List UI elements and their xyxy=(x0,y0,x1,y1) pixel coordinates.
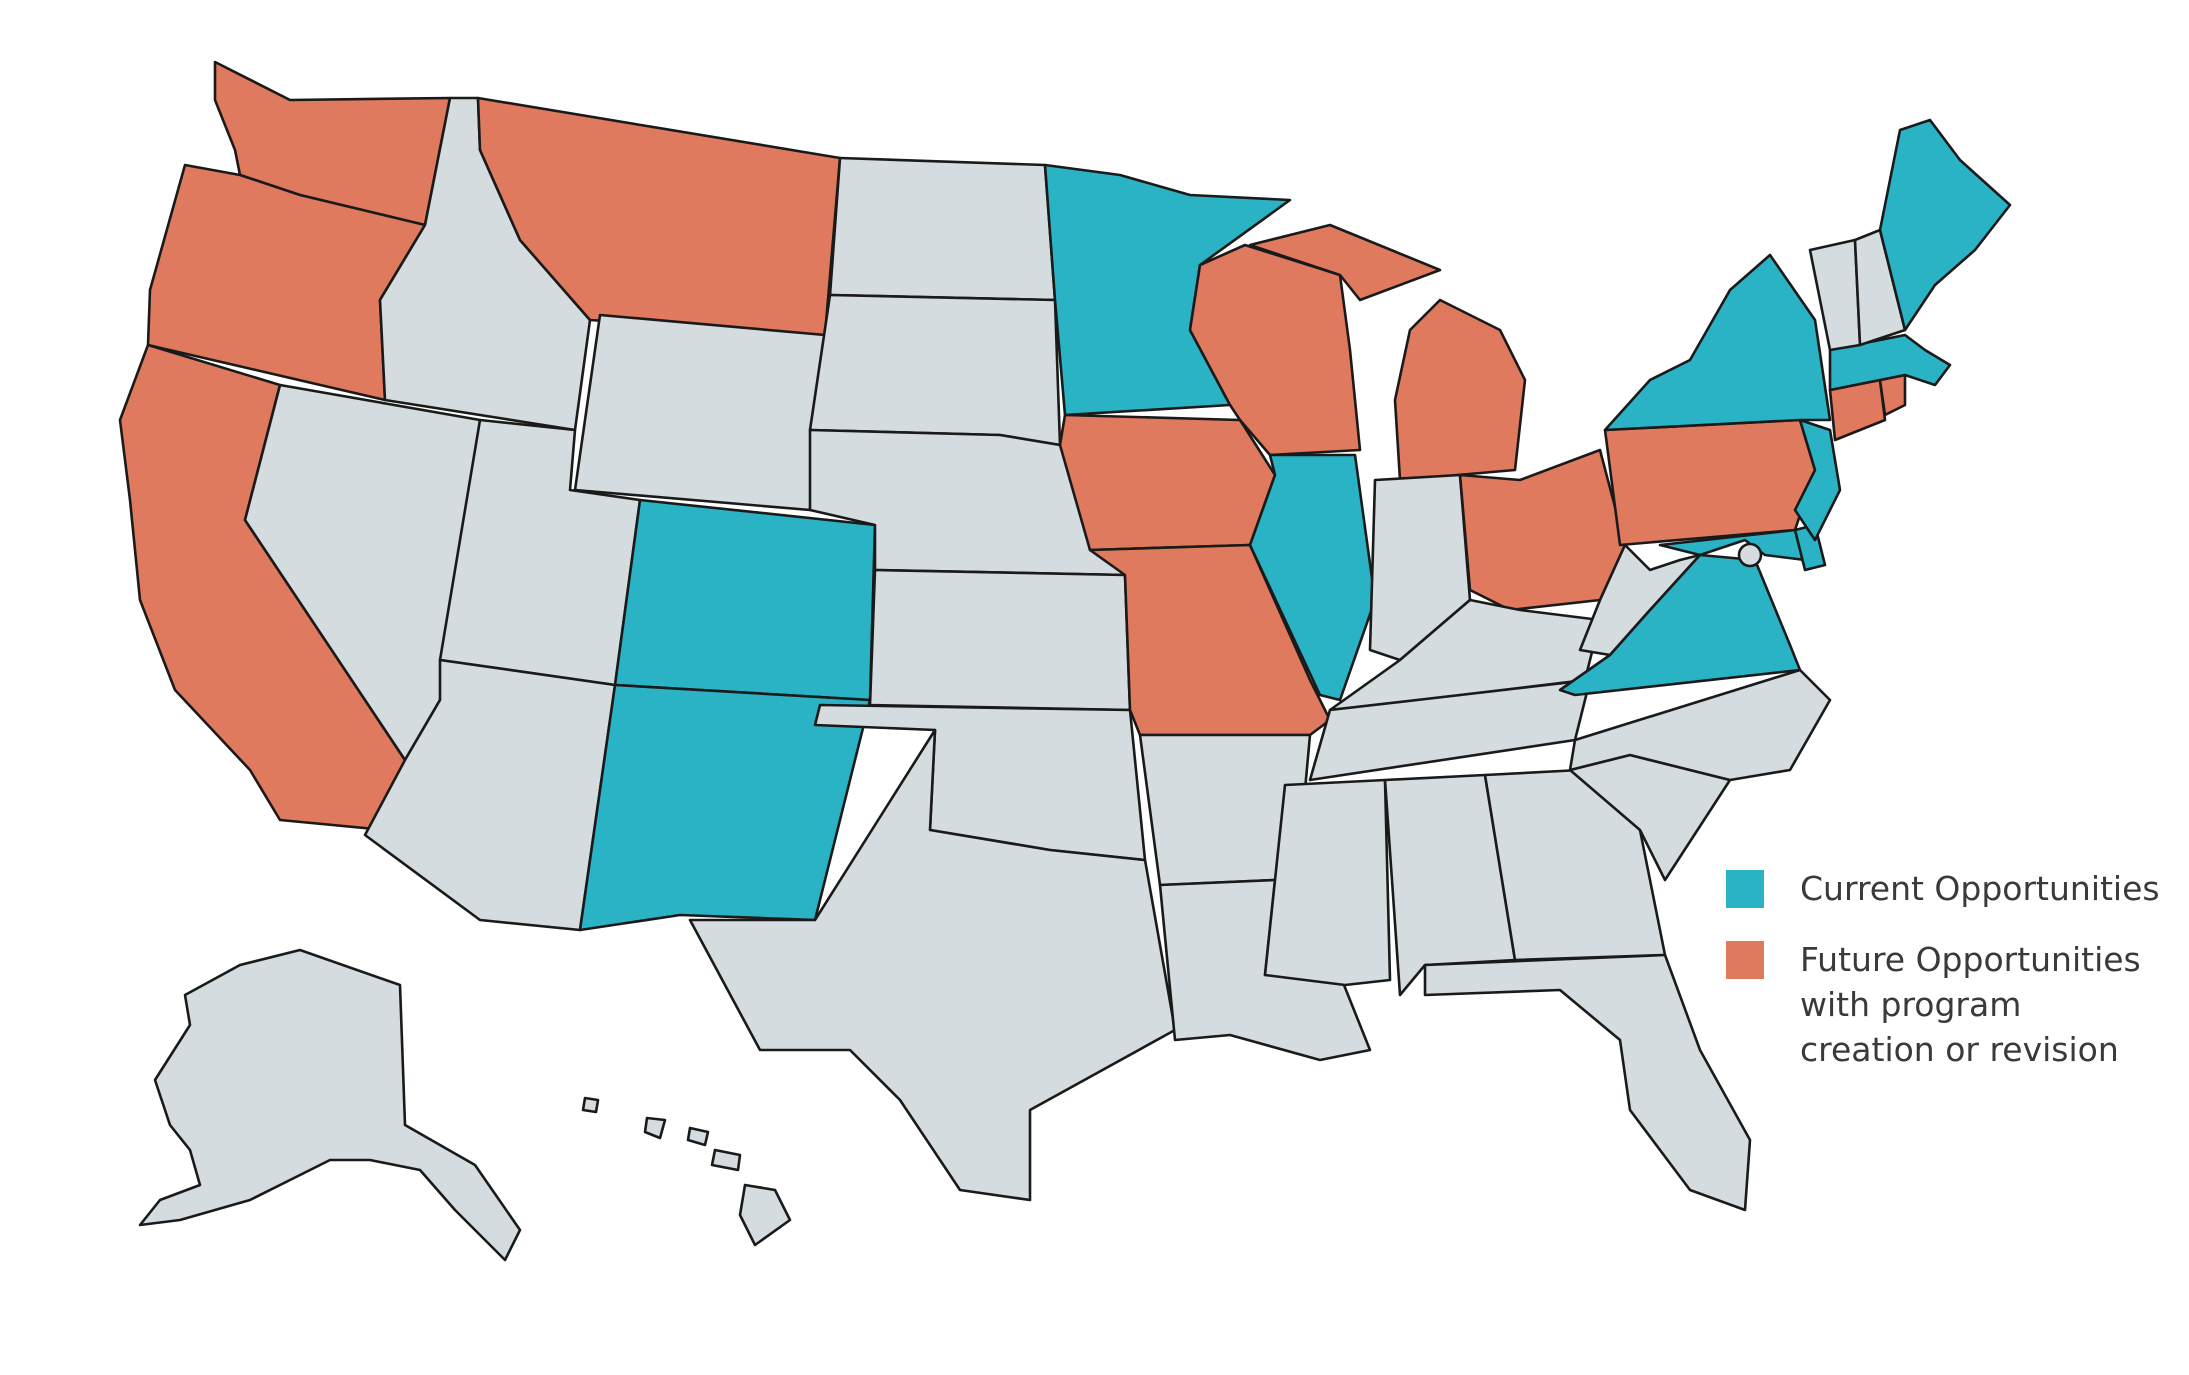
state-michigan-lower xyxy=(1393,298,1527,482)
state-new-jersey xyxy=(1793,418,1842,542)
state-kansas xyxy=(868,568,1132,712)
state-maine xyxy=(1878,118,2012,332)
map-legend: Current Opportunities Future Opportuniti… xyxy=(1726,866,2166,1098)
legend-item-future: Future Opportunities with program creati… xyxy=(1726,937,2166,1072)
legend-swatch-current xyxy=(1726,870,1764,908)
state-texas xyxy=(688,728,1177,1202)
state-north-carolina xyxy=(1568,668,1832,782)
state-iowa xyxy=(1058,413,1277,552)
legend-label-future: Future Opportunities with program creati… xyxy=(1800,940,2141,1069)
state-south-dakota xyxy=(808,293,1062,447)
state-wyoming xyxy=(573,313,827,512)
state-colorado xyxy=(613,498,877,702)
legend-label-current: Current Opportunities xyxy=(1800,869,2160,908)
state-new-mexico xyxy=(578,683,872,932)
state-hawaii xyxy=(581,1096,792,1247)
washington-dc-marker xyxy=(1737,542,1763,568)
state-michigan-upper xyxy=(1248,223,1442,302)
legend-swatch-future xyxy=(1726,941,1764,979)
state-rhode-island xyxy=(1878,373,1907,417)
state-north-dakota xyxy=(828,156,1057,302)
state-new-york xyxy=(1603,253,1832,432)
state-florida xyxy=(1423,953,1752,1212)
state-pennsylvania xyxy=(1603,418,1817,547)
state-illinois xyxy=(1248,453,1377,702)
legend-item-current: Current Opportunities xyxy=(1726,866,2166,911)
state-massachusetts xyxy=(1828,333,1952,392)
state-oklahoma xyxy=(813,703,1147,862)
state-alaska xyxy=(138,948,522,1262)
state-mississippi xyxy=(1263,778,1392,987)
state-ohio xyxy=(1458,448,1627,612)
state-georgia xyxy=(1483,768,1667,962)
